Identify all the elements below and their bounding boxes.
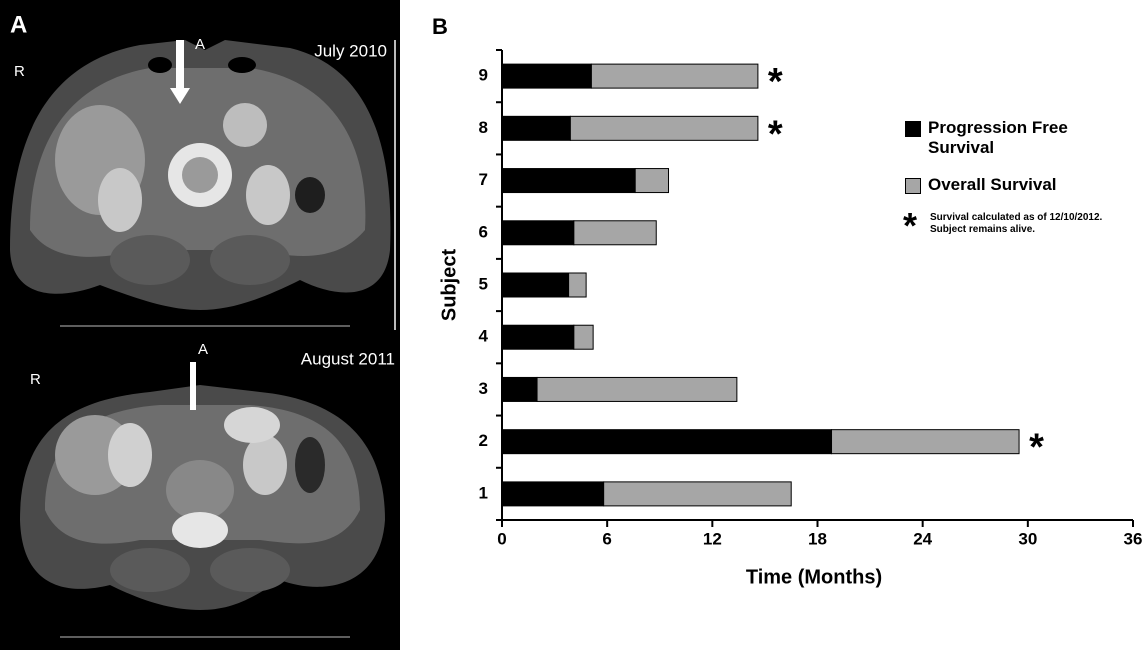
bar-segment: [604, 482, 792, 506]
y-tick-label: 4: [479, 327, 489, 346]
legend-swatch: [905, 121, 921, 137]
bar-segment: [502, 430, 832, 454]
orientation-label: A: [198, 341, 208, 358]
y-tick-label: 6: [479, 222, 488, 241]
figure: A A R July 2010 A R August 2011 B Time (…: [0, 0, 1148, 650]
orientation-label: A: [195, 36, 205, 53]
legend-note: Survival calculated as of 12/10/2012. Su…: [930, 212, 1140, 236]
figure-canvas: A A R July 2010 A R August 2011 B Time (…: [0, 0, 1148, 650]
bar-segment: [502, 273, 569, 297]
legend-label: Overall Survival: [928, 175, 1128, 195]
bar-segment: [502, 64, 591, 88]
bar-segment: [502, 482, 604, 506]
y-tick-label: 9: [479, 66, 488, 85]
alive-marker: *: [1029, 427, 1044, 469]
alive-marker: *: [768, 61, 783, 103]
scan-date: August 2011: [301, 349, 395, 368]
x-tick-label: 18: [808, 529, 827, 548]
orientation-label: R: [14, 63, 25, 80]
bar-segment: [502, 221, 574, 245]
x-axis-title: Time (Months): [746, 566, 882, 588]
bar-segment: [502, 116, 570, 140]
bar-segment: [574, 325, 593, 349]
y-tick-label: 2: [479, 431, 488, 450]
y-tick-label: 5: [479, 274, 488, 293]
y-tick-label: 1: [479, 483, 488, 502]
y-tick-label: 7: [479, 170, 488, 189]
bar-segment: [832, 430, 1020, 454]
bar-segment: [502, 325, 574, 349]
orientation-label: R: [30, 371, 41, 388]
ct-image-top: [10, 40, 395, 330]
panel-label: A: [10, 11, 27, 38]
x-tick-label: 0: [497, 529, 506, 548]
bar-segment: [635, 169, 668, 193]
bar-segment: [569, 273, 587, 297]
legend-note-symbol: *: [903, 208, 917, 244]
y-tick-label: 3: [479, 379, 488, 398]
x-tick-label: 30: [1018, 529, 1037, 548]
bar-segment: [502, 169, 635, 193]
x-tick-label: 12: [703, 529, 722, 548]
legend-swatch: [905, 178, 921, 194]
bar-segment: [570, 116, 758, 140]
bar-segment: [591, 64, 758, 88]
bar-segment: [537, 377, 737, 401]
bar-segment: [502, 377, 537, 401]
x-tick-label: 6: [602, 529, 611, 548]
y-tick-label: 8: [479, 118, 488, 137]
bar-segment: [574, 221, 656, 245]
alive-marker: *: [768, 113, 783, 155]
legend-label: Progression Free Survival: [928, 118, 1078, 158]
x-tick-label: 24: [913, 529, 932, 548]
y-axis-title: Subject: [438, 249, 460, 322]
scan-date: July 2010: [314, 41, 387, 60]
x-tick-label: 36: [1124, 529, 1143, 548]
panel-label: B: [432, 14, 448, 39]
